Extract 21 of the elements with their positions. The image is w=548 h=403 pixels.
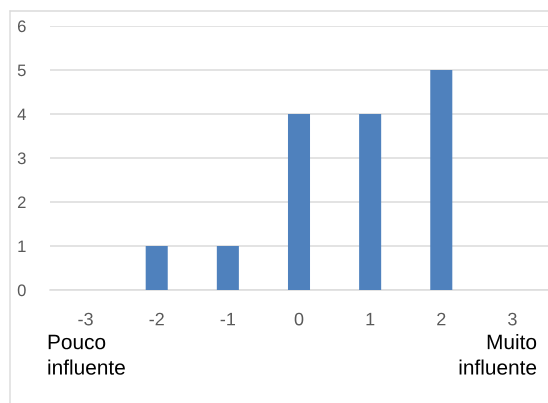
x-tick-label: -1 xyxy=(220,312,236,326)
bar xyxy=(430,70,452,290)
bar xyxy=(288,114,310,290)
x-tick-label: 3 xyxy=(508,312,517,326)
x-tick-label: 2 xyxy=(437,312,446,326)
y-tick-label: 6 xyxy=(18,20,26,32)
x-tick-label: 1 xyxy=(366,312,374,326)
x-tick-label: 0 xyxy=(294,312,304,326)
y-tick-label: 3 xyxy=(18,152,26,164)
bar xyxy=(359,114,382,290)
text: Pouco influente xyxy=(48,334,125,375)
bar xyxy=(146,246,168,290)
y-tick-label: 2 xyxy=(18,196,26,208)
y-tick-label: 5 xyxy=(18,64,26,76)
y-tick-label: 1 xyxy=(18,240,26,252)
y-tick-label: 0 xyxy=(18,284,26,296)
text: Muito influente xyxy=(460,334,536,375)
x-tick-label: -2 xyxy=(149,312,164,326)
x-tick-label: -3 xyxy=(78,312,93,326)
bar xyxy=(216,246,239,290)
y-tick-label: 4 xyxy=(18,108,26,120)
